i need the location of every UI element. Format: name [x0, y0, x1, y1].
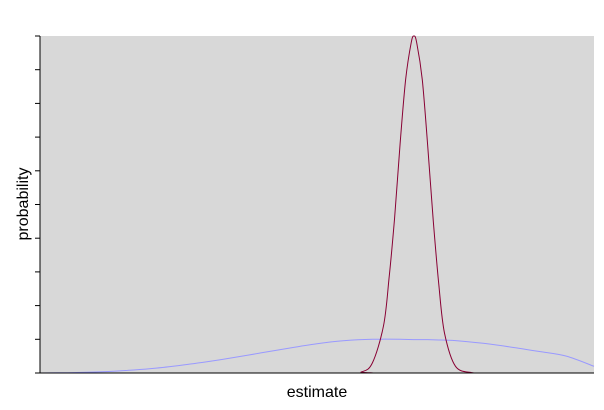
series-layer [39, 35, 595, 374]
plot-area [40, 36, 594, 373]
x-axis-label: estimate [287, 384, 348, 401]
series-line-2 [40, 35, 594, 374]
y-axis-label: probability [15, 168, 32, 241]
y-axis-ticks [35, 35, 40, 374]
series-line-1 [39, 338, 595, 374]
